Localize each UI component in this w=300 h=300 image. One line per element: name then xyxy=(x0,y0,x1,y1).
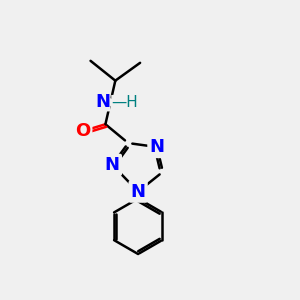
Text: N: N xyxy=(105,156,120,174)
Text: O: O xyxy=(75,122,90,140)
Text: N: N xyxy=(95,93,110,111)
Text: N: N xyxy=(130,183,146,201)
Text: N: N xyxy=(149,138,164,156)
Text: —H: —H xyxy=(111,95,138,110)
